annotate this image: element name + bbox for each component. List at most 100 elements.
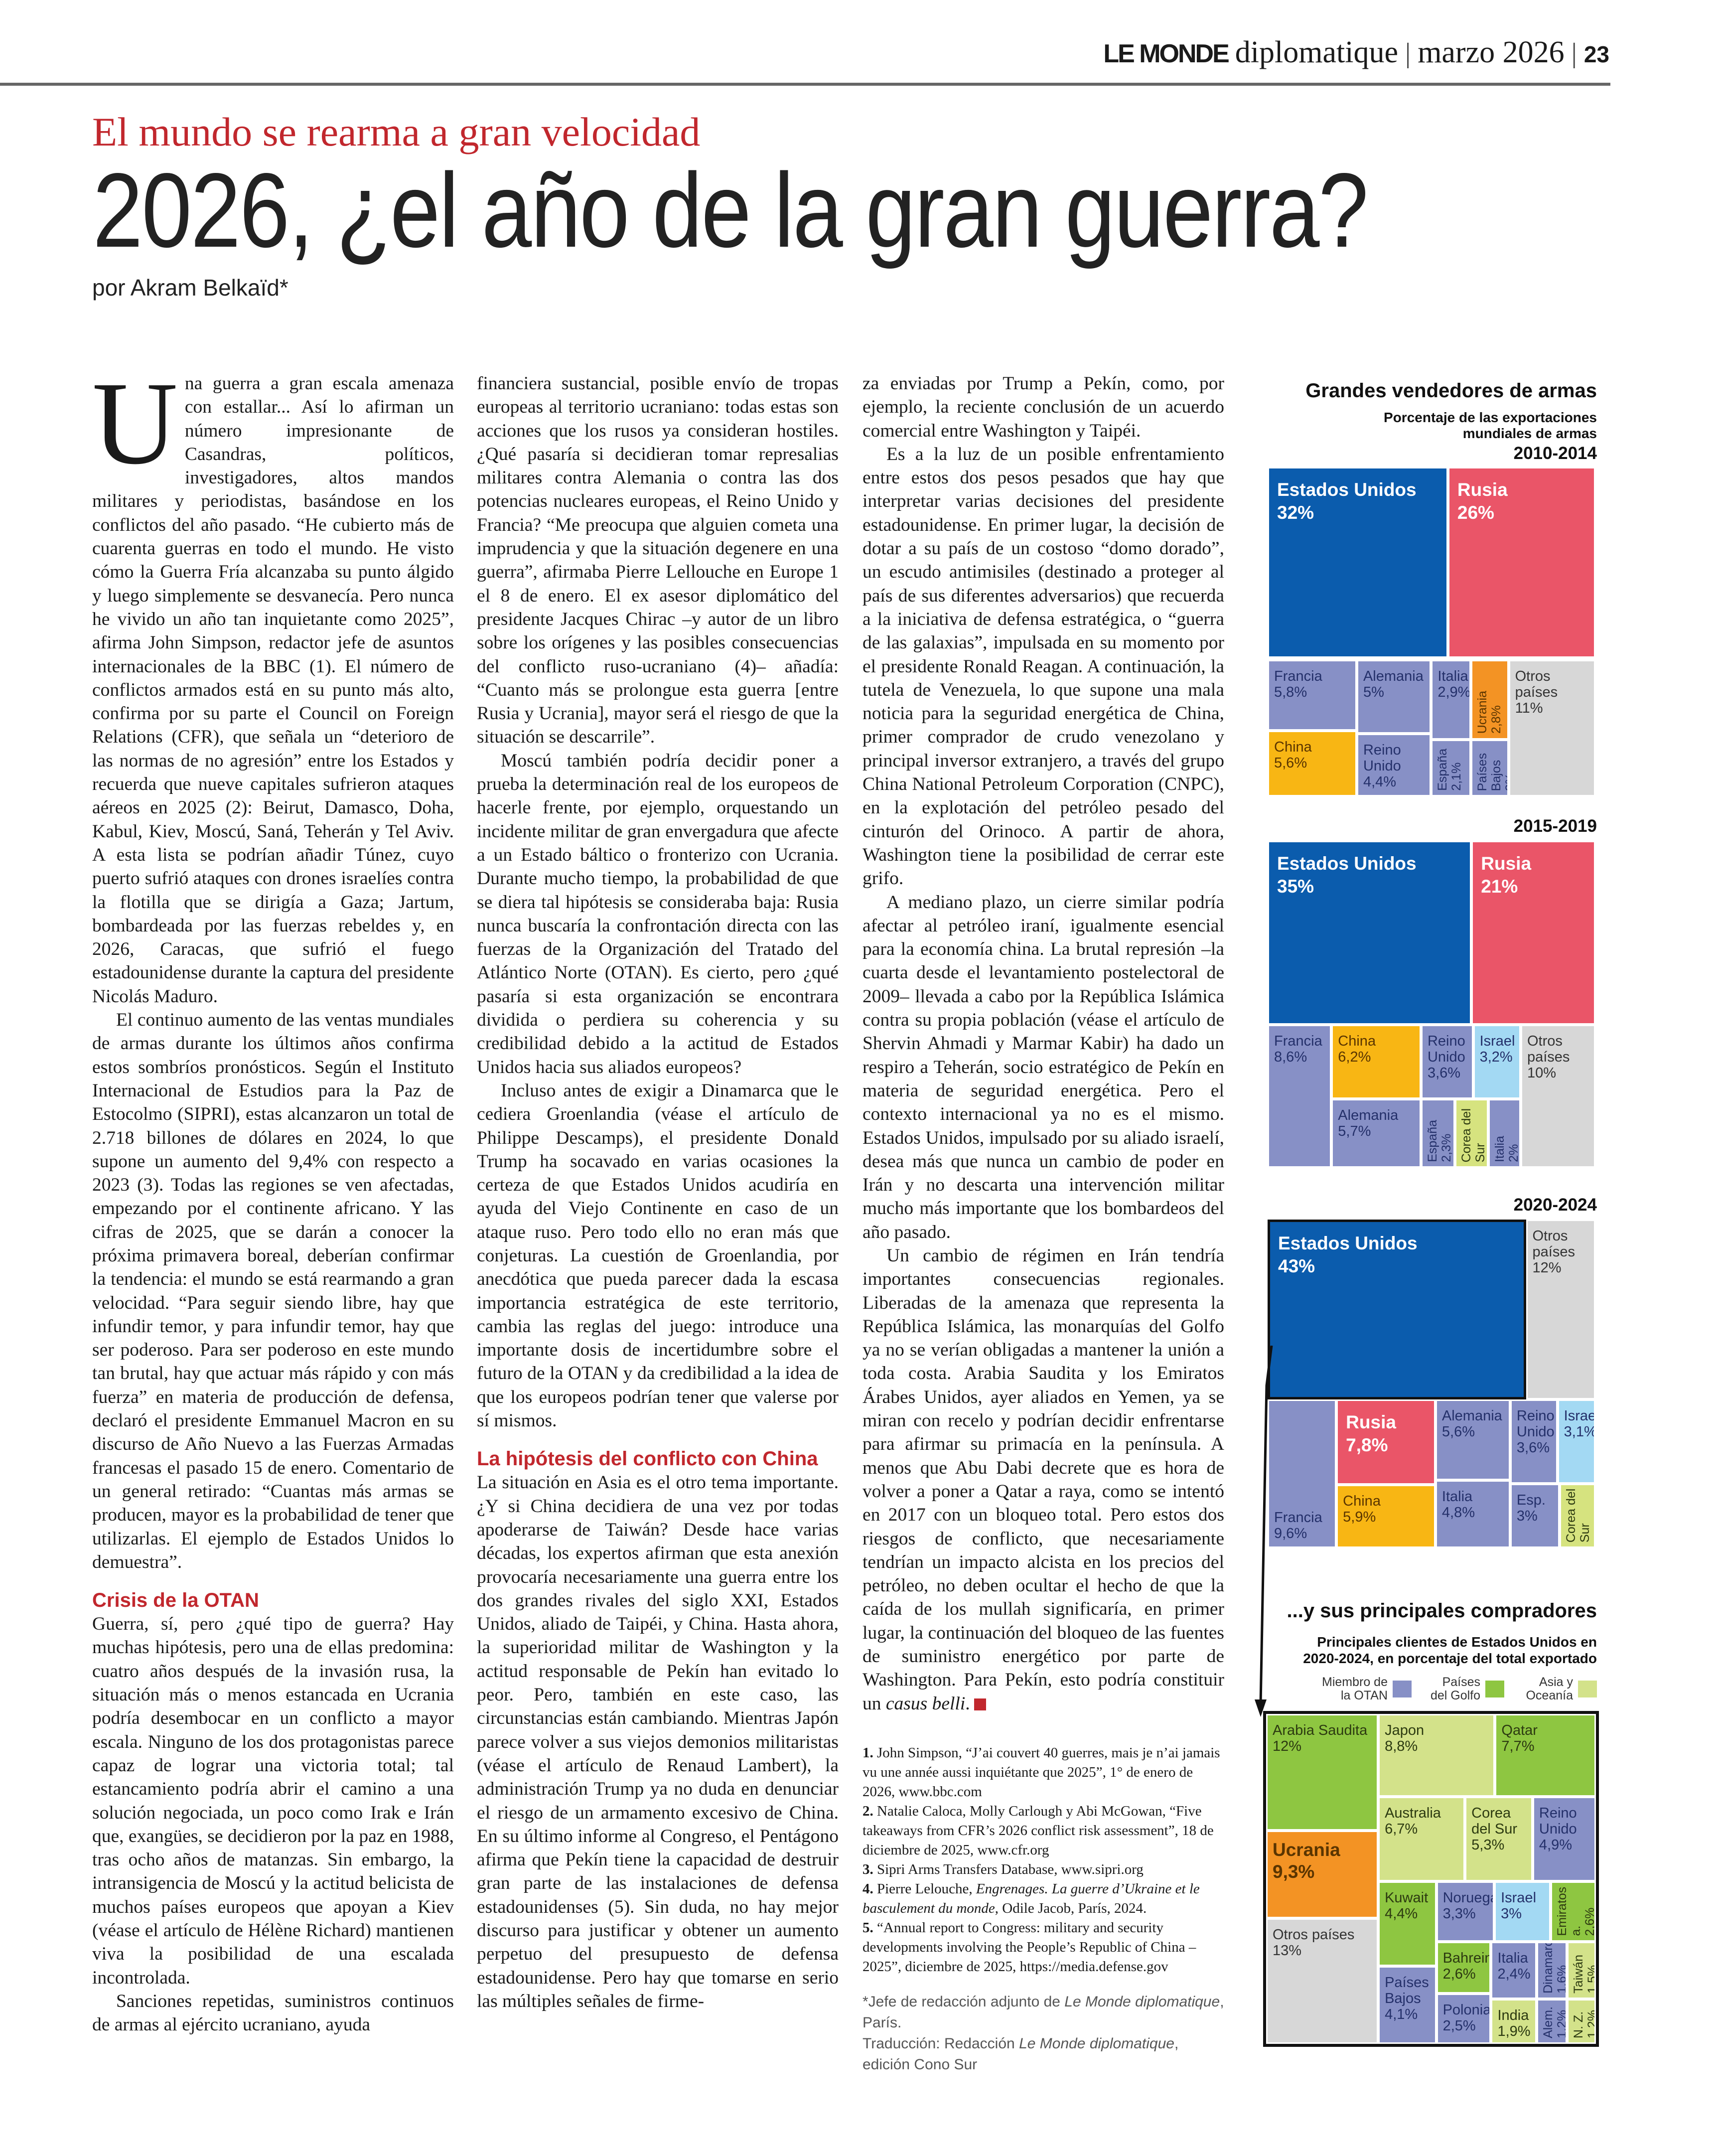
end-mark-icon xyxy=(974,1698,986,1710)
treemap-cell-israel: Israel 3% xyxy=(1494,1881,1551,1942)
cell-value: 1,9% xyxy=(1497,2023,1531,2039)
masthead: LE MONDE diplomatique | marzo 2026 | 23 xyxy=(1103,35,1609,70)
treemap-year-label: 2015-2019 xyxy=(1513,816,1597,836)
treemap-cell-alemania: Alemania 5,7% xyxy=(1331,1098,1421,1168)
treemap-cell-reino-unido: Reino Unido 4,4% xyxy=(1356,734,1432,796)
treemap-2010-2014: Estados Unidos 32% Rusia 26% Francia 5,8% Chin… xyxy=(1268,467,1595,796)
treemap-cell-china: China 5,9% xyxy=(1336,1485,1435,1548)
treemap-cell-qatar: Qatar 7,7% xyxy=(1495,1714,1596,1797)
cell-name: Países Bajos xyxy=(1475,753,1503,791)
cell-name: Otros países xyxy=(1527,1033,1570,1065)
buyers-chart-subtitle: Principales clientes de Estados Unidos e… xyxy=(1303,1634,1597,1666)
cell-value: 1,6% xyxy=(1555,1965,1568,1994)
cell-value: 26% xyxy=(1457,502,1494,523)
treemap-cell-estados-unidos: Estados Unidos 32% xyxy=(1268,467,1448,658)
cell-value: 4,1% xyxy=(1385,2006,1418,2022)
treemap-cell-estados-unidos: Estados Unidos 43% xyxy=(1268,1220,1526,1400)
treemap-cell-reino-unido: Reino Unido 4,9% xyxy=(1532,1796,1596,1882)
subheading: Crisis de la OTAN xyxy=(92,1589,259,1612)
treemap-cell-países-bajos: Países Bajos 4,1% xyxy=(1378,1966,1436,2044)
legend-item-nato: Miembro de la OTAN xyxy=(1313,1676,1412,1702)
chart-subtitle: Porcentaje de las exportaciones mundiales… xyxy=(1384,410,1597,441)
cell-name: Francia xyxy=(1274,1033,1322,1049)
treemap-cell-india: India 1,9% xyxy=(1491,1999,1537,2044)
brand-bold: LE MONDE xyxy=(1103,39,1229,68)
cell-name: Corea del Sur xyxy=(1459,1108,1488,1162)
cell-name: Corea del Sur xyxy=(1564,1488,1592,1542)
cell-name: Arabia Saudita xyxy=(1273,1722,1368,1738)
cell-name: Alemania xyxy=(1363,668,1424,684)
cell-value: 2,8% xyxy=(1489,705,1503,734)
cell-value: 32% xyxy=(1277,502,1314,523)
treemap-year-label: 2010-2014 xyxy=(1513,444,1597,463)
cell-name: Otros países xyxy=(1273,1927,1355,1943)
cell-value: 6,2% xyxy=(1338,1049,1371,1065)
paragraph: A mediano plazo, un cierre similar podrí… xyxy=(862,892,1224,1242)
cell-name: Dinamarca xyxy=(1541,1941,1555,1994)
cell-name: India xyxy=(1497,2007,1529,2023)
cell-name: Israel xyxy=(1479,1033,1515,1049)
cell-value: 9,6% xyxy=(1274,1525,1307,1541)
cell-name: Rusia xyxy=(1481,853,1532,874)
footnote: 3. Sipri Arms Transfers Database, www.si… xyxy=(862,1861,1144,1877)
treemap-cell-españa: España 2,3% xyxy=(1421,1098,1455,1168)
cell-value: 2,2% xyxy=(1592,1514,1595,1542)
cell-value: 5,8% xyxy=(1274,684,1307,700)
treemap-cell-reino-unido: Reino Unido 3,6% xyxy=(1510,1399,1558,1484)
paragraph: Moscú también podría decidir poner a pru… xyxy=(477,750,839,1078)
kicker: El mundo se rearma a gran velocidad xyxy=(92,109,701,154)
cell-name: Italia xyxy=(1493,1136,1507,1162)
cell-name: Alemania xyxy=(1441,1408,1502,1424)
drop-cap: U xyxy=(92,372,178,489)
cell-value: 7,8% xyxy=(1346,1435,1388,1456)
treemap-cell-china: China 6,2% xyxy=(1331,1024,1421,1099)
treemap-buyers: Arabia Saudita 12% Ucrania 9,3% Otros países… xyxy=(1263,1711,1599,2047)
paragraph: Guerra, sí, pero ¿qué tipo de guerra? Ha… xyxy=(92,1614,454,1988)
cell-value: 3,1% xyxy=(1564,1424,1595,1440)
cell-name: China xyxy=(1343,1493,1381,1510)
treemap-cell-alem-: Alem. 1,2% xyxy=(1536,1999,1568,2044)
cell-value: 2% xyxy=(1507,1144,1521,1162)
cell-name: Qatar xyxy=(1501,1722,1538,1738)
cell-value: 5,3% xyxy=(1471,1837,1505,1853)
cell-name: Rusia xyxy=(1457,479,1508,500)
cell-value: 2,1% xyxy=(1449,763,1464,791)
cell-value: 5,6% xyxy=(1441,1424,1475,1440)
cell-value: 5,7% xyxy=(1338,1123,1371,1139)
treemap-cell-estados-unidos: Estados Unidos 35% xyxy=(1268,841,1472,1025)
cell-value: 11% xyxy=(1515,700,1543,716)
cell-name: Rusia xyxy=(1346,1412,1396,1433)
cell-value: 21% xyxy=(1481,876,1518,897)
cell-name: N. Z. xyxy=(1572,2011,1586,2038)
treemap-cell-ucrania: Ucrania 9,3% xyxy=(1266,1830,1379,1919)
cell-name: Reino Unido xyxy=(1516,1408,1555,1440)
footnotes: 1. John Simpson, “J’ai couvert 40 guerre… xyxy=(862,1743,1224,1977)
cell-name: Otros países xyxy=(1532,1228,1575,1260)
treemap-cell-italia: Italia 2% xyxy=(1488,1098,1521,1168)
cell-name: Estados Unidos xyxy=(1277,853,1417,874)
cell-value: 2,9% xyxy=(1437,684,1471,700)
author-credit: *Jefe de redacción adjunto de Le Monde d… xyxy=(862,1993,1224,2073)
cell-value: 43% xyxy=(1278,1256,1315,1276)
treemap-cell-alemania: Alemania 5,6% xyxy=(1435,1399,1510,1480)
treemap-cell-francia: Francia 5,8% xyxy=(1268,659,1357,731)
treemap-cell-francia: Francia 9,6% xyxy=(1268,1399,1337,1548)
cell-name: Israel xyxy=(1564,1408,1595,1424)
cell-value: 2,5% xyxy=(1442,2018,1476,2034)
header-rule xyxy=(0,83,1610,86)
cell-name: Reino Unido xyxy=(1427,1033,1465,1065)
treemap-cell-otros-países: Otros países 12% xyxy=(1526,1220,1595,1400)
treemap-cell-bahrein: Bahrein 2,6% xyxy=(1436,1941,1491,1994)
cell-value: 4,4% xyxy=(1363,774,1397,790)
cell-value: 1,5% xyxy=(1585,1965,1596,1994)
page-title: 2026, ¿el año de la gran guerra? xyxy=(93,151,1369,269)
cell-value: 12% xyxy=(1273,1738,1302,1754)
chart-title: Grandes vendedores de armas xyxy=(1305,380,1597,402)
legend-swatch xyxy=(1485,1681,1504,1697)
cell-value: 2,6% xyxy=(1442,1966,1476,1982)
cell-name: Italia xyxy=(1437,668,1468,684)
cell-name: España xyxy=(1435,749,1450,791)
legend-item-gulf: Países del Golfo xyxy=(1426,1676,1504,1702)
